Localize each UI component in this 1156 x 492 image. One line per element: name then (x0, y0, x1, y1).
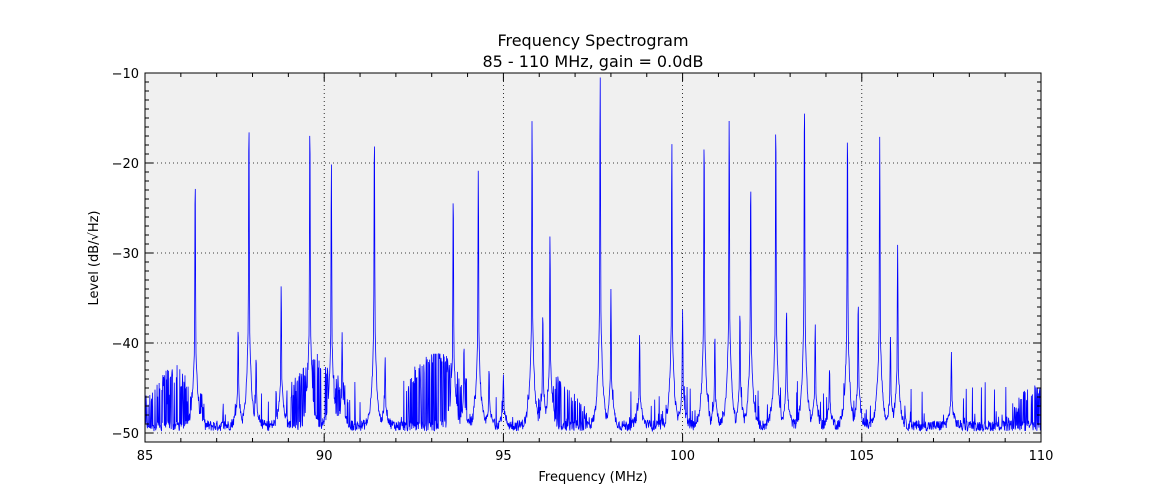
y-axis-label: Level (dB/√Hz) (87, 210, 102, 305)
series-line (144, 77, 1042, 433)
x-tick-label: 100 (670, 449, 695, 464)
x-tick-label: 85 (137, 449, 154, 464)
x-tick-label: 105 (849, 449, 874, 464)
y-tick-label: −10 (112, 67, 139, 82)
x-tick-label: 90 (316, 449, 333, 464)
y-tick-label: −30 (112, 247, 139, 262)
spectrum-line (144, 77, 1042, 433)
chart-subtitle: 85 - 110 MHz, gain = 0.0dB (482, 52, 703, 71)
chart-title: Frequency Spectrogram (497, 31, 688, 50)
plot-frame (144, 72, 1042, 443)
grid-lines (145, 73, 1041, 442)
x-axis-label: Frequency (MHz) (538, 470, 647, 485)
axis-ticks (144, 72, 1042, 442)
y-tick-label: −50 (112, 427, 139, 442)
x-tick-label: 110 (1029, 449, 1054, 464)
y-tick-label: −40 (112, 337, 139, 352)
y-tick-label: −20 (112, 157, 139, 172)
x-tick-label: 95 (495, 449, 512, 464)
plot-area (145, 73, 1041, 442)
tick-labels: 85 90 95 100 105 110 −10 −20 −30 −40 −50 (112, 67, 1054, 464)
